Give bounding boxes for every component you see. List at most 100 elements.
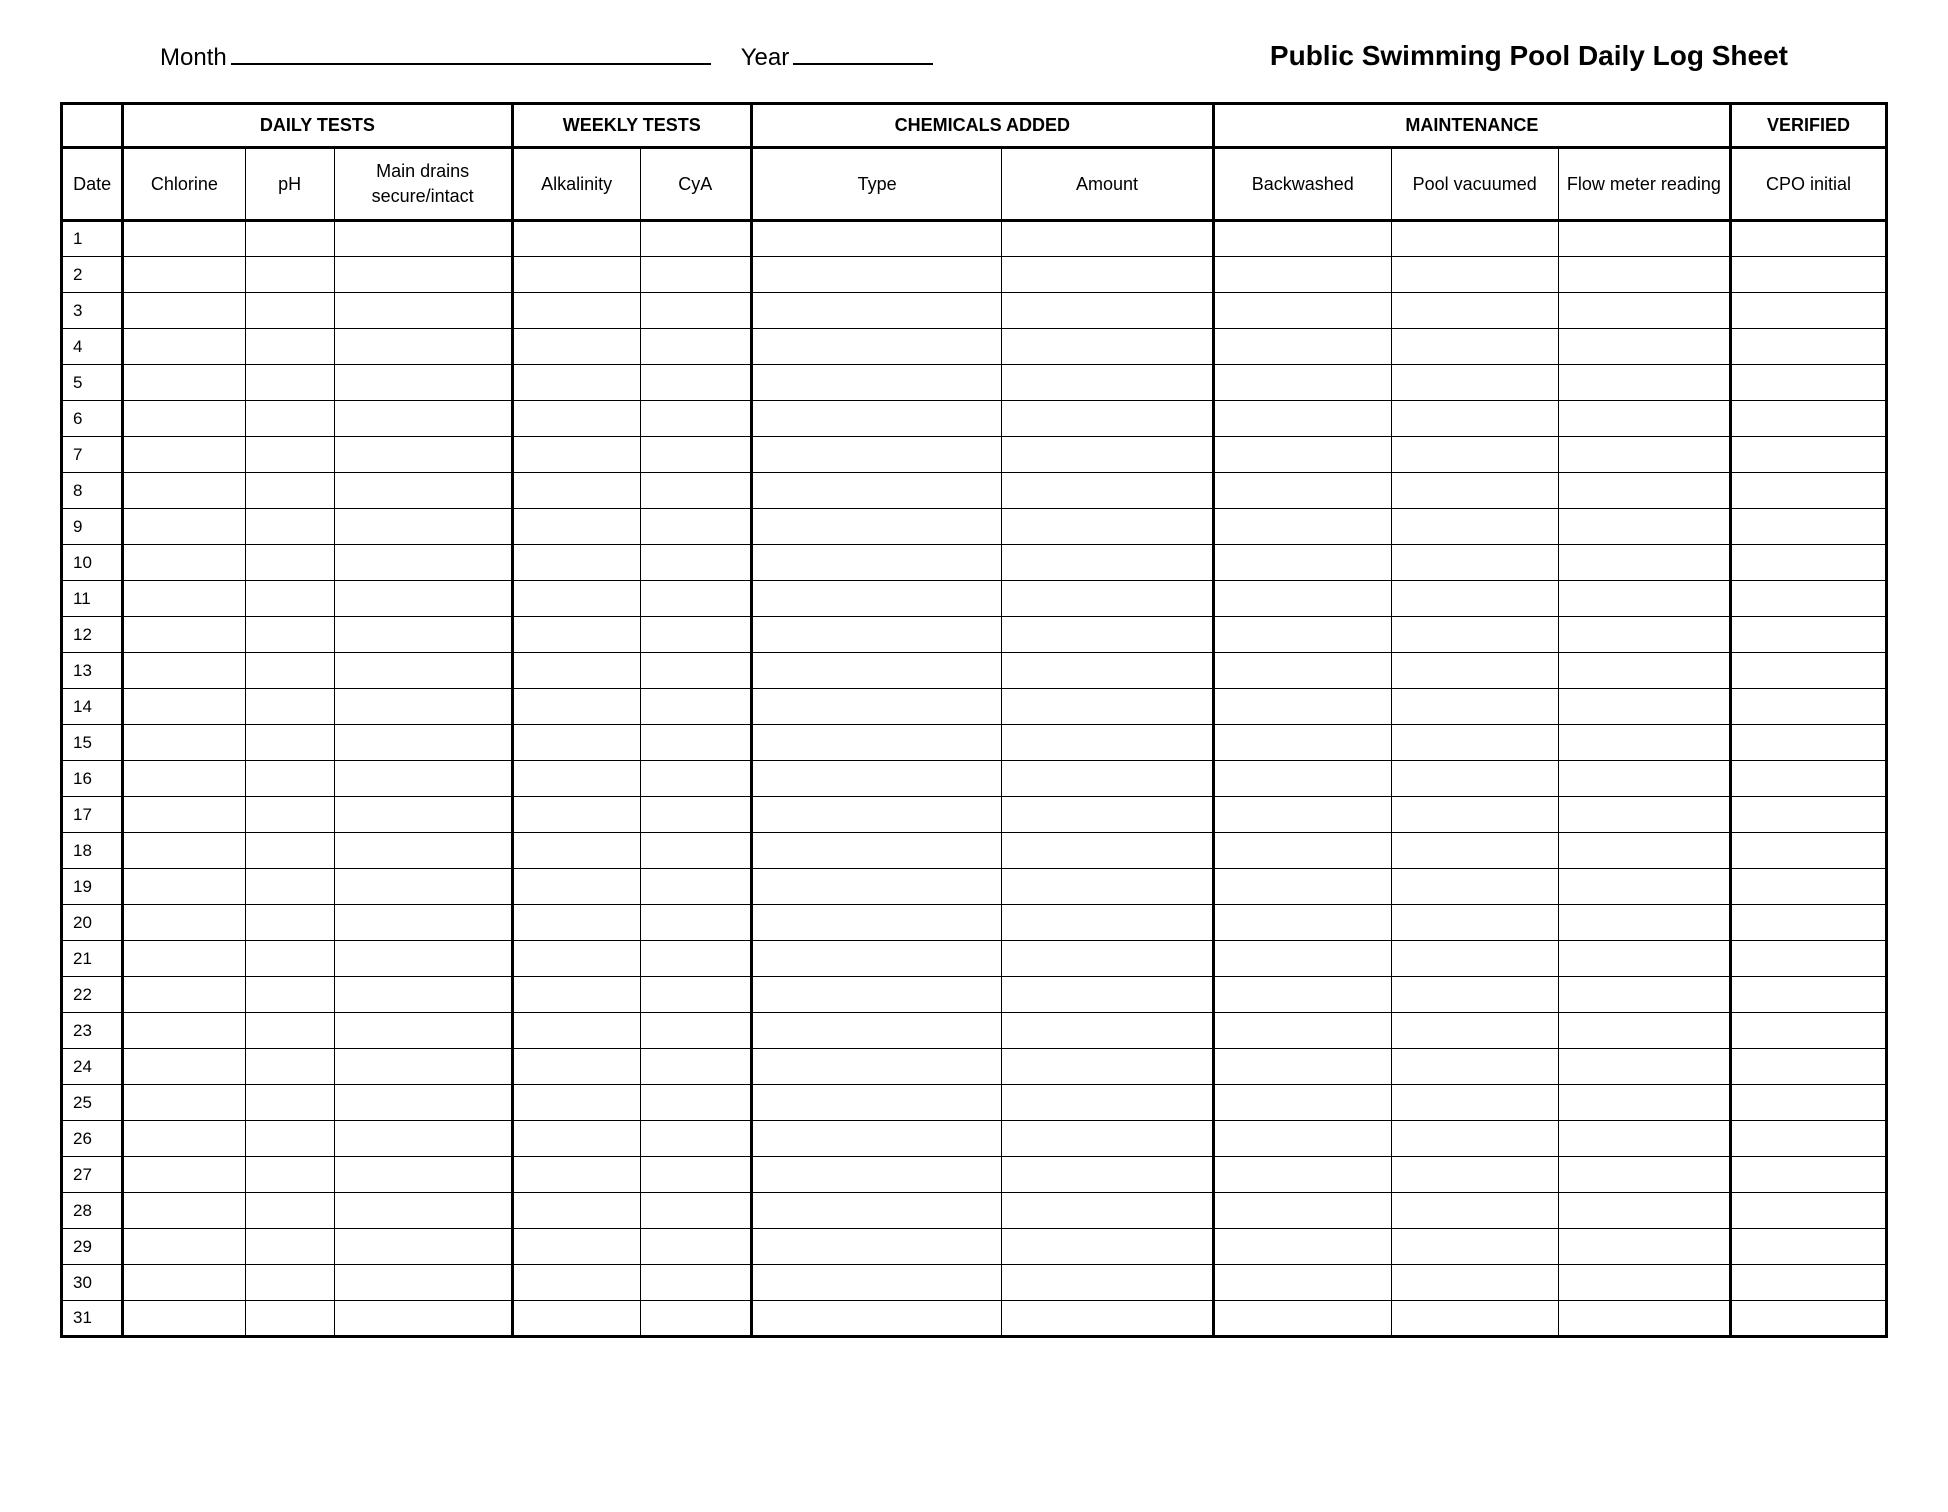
data-cell[interactable] xyxy=(751,1301,1001,1337)
data-cell[interactable] xyxy=(1002,293,1213,329)
data-cell[interactable] xyxy=(1731,257,1887,293)
data-cell[interactable] xyxy=(123,1013,245,1049)
data-cell[interactable] xyxy=(245,617,334,653)
data-cell[interactable] xyxy=(512,1229,640,1265)
data-cell[interactable] xyxy=(1391,1049,1558,1085)
data-cell[interactable] xyxy=(245,689,334,725)
data-cell[interactable] xyxy=(1213,581,1391,617)
data-cell[interactable] xyxy=(1558,257,1730,293)
data-cell[interactable] xyxy=(1002,653,1213,689)
data-cell[interactable] xyxy=(1391,1085,1558,1121)
data-cell[interactable] xyxy=(751,617,1001,653)
data-cell[interactable] xyxy=(1213,869,1391,905)
data-cell[interactable] xyxy=(1391,257,1558,293)
data-cell[interactable] xyxy=(245,653,334,689)
data-cell[interactable] xyxy=(245,977,334,1013)
data-cell[interactable] xyxy=(1002,833,1213,869)
data-cell[interactable] xyxy=(123,257,245,293)
data-cell[interactable] xyxy=(1731,725,1887,761)
data-cell[interactable] xyxy=(123,401,245,437)
data-cell[interactable] xyxy=(512,257,640,293)
data-cell[interactable] xyxy=(1391,221,1558,257)
data-cell[interactable] xyxy=(123,797,245,833)
data-cell[interactable] xyxy=(1558,221,1730,257)
data-cell[interactable] xyxy=(334,1157,512,1193)
data-cell[interactable] xyxy=(1391,869,1558,905)
data-cell[interactable] xyxy=(751,329,1001,365)
data-cell[interactable] xyxy=(334,257,512,293)
data-cell[interactable] xyxy=(1391,725,1558,761)
data-cell[interactable] xyxy=(1391,1301,1558,1337)
data-cell[interactable] xyxy=(1213,401,1391,437)
data-cell[interactable] xyxy=(1213,761,1391,797)
data-cell[interactable] xyxy=(123,869,245,905)
data-cell[interactable] xyxy=(512,617,640,653)
data-cell[interactable] xyxy=(334,797,512,833)
data-cell[interactable] xyxy=(1391,401,1558,437)
data-cell[interactable] xyxy=(1558,653,1730,689)
data-cell[interactable] xyxy=(512,1265,640,1301)
data-cell[interactable] xyxy=(245,833,334,869)
data-cell[interactable] xyxy=(1002,617,1213,653)
data-cell[interactable] xyxy=(1391,293,1558,329)
data-cell[interactable] xyxy=(1213,1049,1391,1085)
data-cell[interactable] xyxy=(245,761,334,797)
data-cell[interactable] xyxy=(640,1121,751,1157)
data-cell[interactable] xyxy=(751,1193,1001,1229)
data-cell[interactable] xyxy=(1558,1157,1730,1193)
data-cell[interactable] xyxy=(1002,257,1213,293)
data-cell[interactable] xyxy=(512,437,640,473)
data-cell[interactable] xyxy=(1213,905,1391,941)
data-cell[interactable] xyxy=(1002,365,1213,401)
data-cell[interactable] xyxy=(123,1301,245,1337)
data-cell[interactable] xyxy=(1731,581,1887,617)
data-cell[interactable] xyxy=(334,221,512,257)
data-cell[interactable] xyxy=(640,617,751,653)
data-cell[interactable] xyxy=(1731,1013,1887,1049)
data-cell[interactable] xyxy=(640,545,751,581)
data-cell[interactable] xyxy=(334,617,512,653)
data-cell[interactable] xyxy=(1731,905,1887,941)
data-cell[interactable] xyxy=(751,401,1001,437)
data-cell[interactable] xyxy=(1731,1301,1887,1337)
data-cell[interactable] xyxy=(123,1085,245,1121)
data-cell[interactable] xyxy=(123,689,245,725)
data-cell[interactable] xyxy=(334,761,512,797)
data-cell[interactable] xyxy=(245,1301,334,1337)
data-cell[interactable] xyxy=(1002,437,1213,473)
data-cell[interactable] xyxy=(1558,869,1730,905)
data-cell[interactable] xyxy=(1558,365,1730,401)
data-cell[interactable] xyxy=(512,221,640,257)
data-cell[interactable] xyxy=(751,365,1001,401)
data-cell[interactable] xyxy=(1391,833,1558,869)
data-cell[interactable] xyxy=(245,1193,334,1229)
data-cell[interactable] xyxy=(1213,1301,1391,1337)
data-cell[interactable] xyxy=(751,833,1001,869)
data-cell[interactable] xyxy=(245,293,334,329)
data-cell[interactable] xyxy=(751,869,1001,905)
data-cell[interactable] xyxy=(123,329,245,365)
data-cell[interactable] xyxy=(1558,1301,1730,1337)
data-cell[interactable] xyxy=(512,329,640,365)
data-cell[interactable] xyxy=(334,1193,512,1229)
data-cell[interactable] xyxy=(1002,581,1213,617)
data-cell[interactable] xyxy=(640,797,751,833)
data-cell[interactable] xyxy=(1731,617,1887,653)
data-cell[interactable] xyxy=(1731,1085,1887,1121)
data-cell[interactable] xyxy=(334,869,512,905)
data-cell[interactable] xyxy=(512,1121,640,1157)
data-cell[interactable] xyxy=(123,1121,245,1157)
data-cell[interactable] xyxy=(123,617,245,653)
data-cell[interactable] xyxy=(1213,1121,1391,1157)
data-cell[interactable] xyxy=(1002,1229,1213,1265)
data-cell[interactable] xyxy=(1731,545,1887,581)
data-cell[interactable] xyxy=(1558,401,1730,437)
data-cell[interactable] xyxy=(1002,761,1213,797)
data-cell[interactable] xyxy=(1558,833,1730,869)
year-input-line[interactable] xyxy=(793,63,933,65)
data-cell[interactable] xyxy=(123,293,245,329)
data-cell[interactable] xyxy=(245,473,334,509)
data-cell[interactable] xyxy=(1558,1121,1730,1157)
data-cell[interactable] xyxy=(751,761,1001,797)
data-cell[interactable] xyxy=(123,221,245,257)
